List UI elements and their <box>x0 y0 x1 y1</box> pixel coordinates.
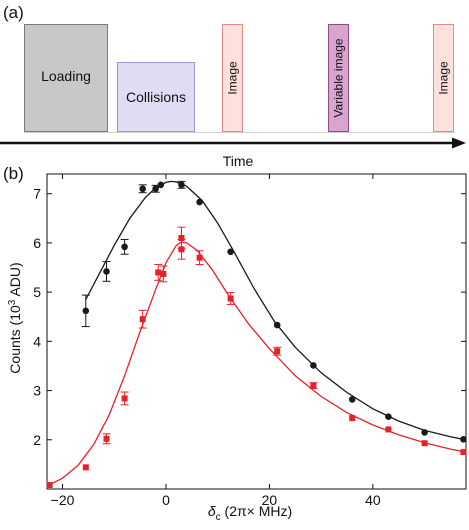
data-point <box>348 396 356 403</box>
x-tick-label: 20 <box>262 492 278 508</box>
series-1 <box>46 226 467 489</box>
x-tick-label: −20 <box>51 492 75 508</box>
data-point <box>274 348 281 355</box>
loading-block <box>24 24 108 132</box>
data-point <box>157 181 165 189</box>
data-point <box>178 234 185 241</box>
data-point <box>196 198 203 206</box>
time-arrow-head <box>452 137 466 149</box>
data-point <box>178 181 185 189</box>
data-point <box>103 435 110 442</box>
data-point <box>121 243 128 251</box>
series-0 <box>81 180 467 443</box>
x-axis-label: δc (2π× MHz) <box>208 503 292 523</box>
data-point <box>160 270 167 277</box>
data-point <box>139 185 146 193</box>
panel-a: (a) Loading Collisions Image Variable im… <box>0 3 466 169</box>
data-point <box>103 268 110 275</box>
loading-block-border <box>24 24 108 132</box>
variable-image-label: Variable image <box>332 38 346 117</box>
data-point <box>227 295 234 302</box>
time-label: Time <box>223 153 254 169</box>
image-label-2: Image <box>437 61 451 95</box>
image-block-2-border <box>433 24 454 132</box>
y-tick-label: 4 <box>33 333 41 349</box>
panel-b: (b) −20 0 20 40 2 3 4 5 6 7 Counts (103 ADU) δc (… <box>3 164 467 523</box>
y-tick-label: 2 <box>33 432 41 448</box>
x-tick-label: 0 <box>162 492 170 508</box>
collisions-label: Collisions <box>126 89 186 105</box>
x-tick-label: 40 <box>365 492 381 508</box>
plot-frame <box>46 173 467 490</box>
data-point <box>227 248 234 256</box>
data-point <box>385 426 392 433</box>
image-block-2 <box>433 24 454 132</box>
data-point <box>460 449 467 456</box>
data-point <box>82 464 89 471</box>
y-tick-label: 7 <box>33 186 41 202</box>
y-tick-label: 3 <box>33 383 41 399</box>
data-point <box>82 307 90 315</box>
data-point <box>421 429 428 436</box>
image-block-1 <box>222 24 243 132</box>
collisions-block <box>117 62 195 132</box>
data-point <box>310 382 317 389</box>
data-point <box>121 395 128 402</box>
data-point <box>139 316 146 323</box>
variable-image-block <box>328 24 349 132</box>
data-point <box>178 246 185 253</box>
data-point <box>155 269 162 276</box>
data-point <box>152 185 159 193</box>
variable-image-block-border <box>328 24 349 132</box>
collisions-block-border <box>117 62 195 132</box>
y-tick-label: 5 <box>33 284 41 300</box>
data-point <box>349 415 356 422</box>
panel-b-label: (b) <box>3 164 24 183</box>
fit-curve <box>47 241 466 487</box>
panel-a-label: (a) <box>3 3 24 22</box>
data-point <box>421 440 428 447</box>
data-point <box>273 321 281 329</box>
y-axis-label: Counts (103 ADU) <box>7 262 23 373</box>
image-label-1: Image <box>226 61 240 95</box>
plot-area: −20 0 20 40 2 3 4 5 6 7 <box>33 173 467 508</box>
fit-curve <box>85 180 466 441</box>
data-point <box>460 435 467 443</box>
data-point <box>196 254 203 261</box>
loading-label: Loading <box>41 68 91 84</box>
data-point <box>46 482 53 489</box>
y-tick-label: 6 <box>33 235 41 251</box>
image-block-1-border <box>222 24 243 132</box>
data-point <box>385 413 392 420</box>
data-point <box>310 362 317 369</box>
